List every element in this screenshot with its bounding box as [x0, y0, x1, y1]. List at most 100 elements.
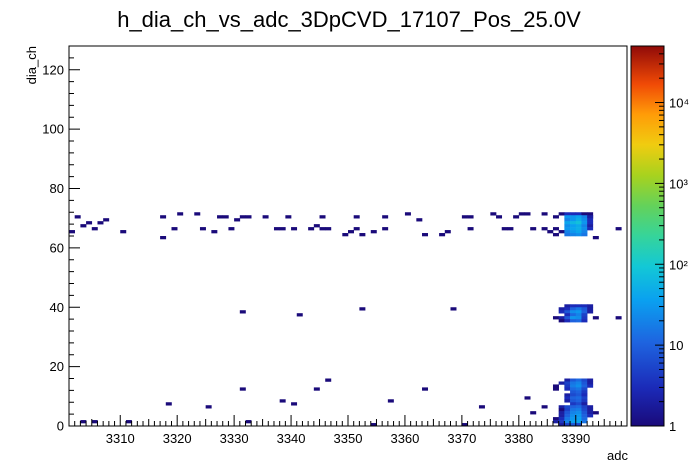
heatmap-bin [587, 408, 594, 412]
heatmap-bin [570, 399, 577, 403]
heatmap-bin [564, 215, 571, 219]
heatmap-bin [564, 224, 571, 228]
heatmap-bin [581, 310, 588, 314]
heatmap-bin [570, 307, 577, 311]
heatmap-bin [530, 227, 537, 231]
heatmap-bin [575, 212, 582, 216]
heatmap-bin [541, 212, 548, 216]
heatmap-bin [228, 227, 235, 231]
heatmap-bin [160, 236, 167, 240]
heatmap-bin [308, 227, 315, 231]
heatmap-bin [91, 420, 98, 424]
heatmap-bin [575, 384, 582, 388]
heatmap-bin [86, 221, 93, 225]
heatmap-bin [570, 393, 577, 397]
heatmap-bin [177, 212, 184, 216]
heatmap-bin [575, 408, 582, 412]
heatmap-bin [570, 310, 577, 314]
heatmap-bin [575, 411, 582, 415]
heatmap-bin [552, 233, 559, 237]
heatmap-bin [570, 233, 577, 237]
heatmap-bin [353, 215, 360, 219]
heatmap-bin [575, 414, 582, 418]
x-tick-label: 3310 [106, 431, 135, 446]
heatmap-bin [564, 384, 571, 388]
heatmap-bin [575, 396, 582, 400]
heatmap-bin [575, 420, 582, 424]
heatmap-bin [570, 316, 577, 320]
heatmap-bin [587, 310, 594, 314]
heatmap-bin [575, 381, 582, 385]
heatmap-bin [570, 221, 577, 225]
heatmap-bin [97, 221, 104, 225]
heatmap-bin [513, 215, 520, 219]
heatmap-bin [570, 230, 577, 234]
heatmap-bin [558, 316, 565, 320]
x-tick-label: 3350 [334, 431, 363, 446]
heatmap-bin [575, 405, 582, 409]
color-scale-bar [630, 45, 665, 427]
heatmap-bin [570, 384, 577, 388]
heatmap-bin [416, 218, 423, 222]
heatmap-bin [245, 215, 252, 219]
heatmap-bin [581, 408, 588, 412]
x-axis: 3310 3320 3330 3340 3350 3360 3370 3380 3390 [68, 415, 628, 446]
heatmap-bin [217, 215, 224, 219]
heatmap-bin [570, 313, 577, 317]
heatmap-bin [587, 224, 594, 228]
heatmap-bin [564, 396, 571, 400]
heatmap-bin [575, 218, 582, 222]
heatmap-bin [558, 423, 565, 427]
heatmap-bin [422, 387, 429, 391]
heatmap-bin [552, 387, 559, 391]
heatmap-bin [564, 381, 571, 385]
heatmap-bin [564, 230, 571, 234]
heatmap-bin [564, 227, 571, 231]
heatmap-bin [581, 233, 588, 237]
heatmap-bin [564, 310, 571, 314]
heatmap-bin [239, 310, 246, 314]
heatmap-bin [348, 230, 354, 234]
heatmap-bin [279, 227, 286, 231]
heatmap-bin [558, 417, 565, 421]
heatmap-bin [558, 319, 565, 323]
heatmap-bin [581, 399, 588, 403]
heatmap-bin [245, 420, 252, 424]
heatmap-bin [575, 304, 582, 308]
x-tick-label: 3330 [220, 431, 249, 446]
heatmap-bin [570, 420, 577, 424]
heatmap-bin [581, 230, 588, 234]
heatmap-bin [575, 233, 582, 237]
heatmap-bin [165, 402, 172, 406]
y-tick-label: 20 [50, 359, 64, 374]
heatmap-bin [570, 405, 577, 409]
heatmap-bin [313, 224, 320, 228]
heatmap-bin [171, 227, 178, 231]
heatmap-bin [570, 417, 577, 421]
heatmap-bins [69, 212, 622, 427]
heatmap-bin [319, 215, 326, 219]
heatmap-bin [575, 417, 582, 421]
color-scale-tick-label: 10⁴ [669, 96, 689, 111]
heatmap-bin [581, 313, 588, 317]
y-tick-label: 80 [50, 181, 64, 196]
heatmap-bin [518, 212, 525, 216]
heatmap-bin [570, 408, 577, 412]
heatmap-bin [581, 420, 588, 424]
color-scale-tick-label: 1 [669, 419, 676, 434]
heatmap-bin [575, 387, 582, 391]
heatmap-bin [211, 230, 218, 234]
heatmap-bin [581, 405, 588, 409]
heatmap-bin [581, 316, 588, 320]
heatmap-bin [570, 224, 577, 228]
heatmap-bin [558, 230, 565, 234]
heatmap-bin [570, 381, 577, 385]
heatmap-bin [291, 402, 298, 406]
heatmap-bin [575, 307, 582, 311]
y-tick-label: 40 [50, 300, 64, 315]
heatmap-bin [581, 384, 588, 388]
heatmap-bin [592, 316, 599, 320]
heatmap-bin [507, 227, 514, 231]
heatmap-bin [587, 405, 594, 409]
